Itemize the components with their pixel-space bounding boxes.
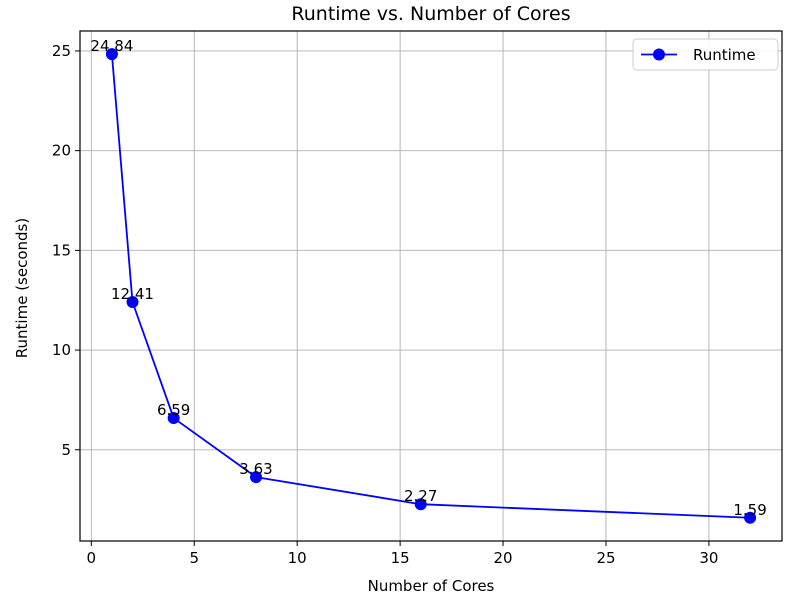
data-point [105, 48, 118, 61]
x-tick-label: 5 [189, 549, 199, 567]
x-tick-label: 15 [391, 549, 410, 567]
data-label: 24.84 [90, 37, 133, 55]
data-label: 2.27 [404, 487, 437, 505]
grid [80, 31, 782, 541]
x-tick-label: 0 [87, 549, 97, 567]
series-line-runtime [111, 54, 751, 519]
x-tick-label: 20 [494, 549, 513, 567]
y-axis-label: Runtime (seconds) [13, 218, 31, 358]
data-point [250, 471, 263, 484]
x-tick-label: 30 [699, 549, 718, 567]
data-labels: 24.84 12.41 6.59 3.63 2.27 1.59 [90, 37, 766, 519]
data-point [126, 296, 139, 309]
x-axis-label: Number of Cores [368, 577, 495, 595]
x-tick-label: 25 [596, 549, 615, 567]
legend-entry-runtime: Runtime [693, 46, 756, 64]
y-tick-label: 10 [52, 341, 71, 359]
y-tick-label: 15 [52, 241, 71, 259]
data-point [167, 412, 180, 425]
data-label: 3.63 [239, 460, 272, 478]
data-label: 1.59 [733, 501, 766, 519]
legend-marker-icon [653, 48, 665, 61]
data-label: 12.41 [111, 285, 154, 303]
x-tick-label: 10 [288, 549, 307, 567]
series-layer [105, 48, 757, 524]
axis-ticks: 0 5 10 15 20 25 30 5 10 15 20 25 [52, 42, 719, 567]
y-tick-label: 20 [52, 142, 71, 160]
data-label: 6.59 [157, 401, 190, 419]
data-point [414, 498, 427, 511]
y-tick-label: 5 [61, 441, 71, 459]
plot-frame [79, 30, 783, 542]
y-tick-label: 25 [52, 42, 71, 60]
chart-title: Runtime vs. Number of Cores [291, 3, 570, 25]
data-point [744, 511, 757, 524]
legend: Runtime [632, 38, 779, 71]
legend-box [632, 38, 779, 71]
